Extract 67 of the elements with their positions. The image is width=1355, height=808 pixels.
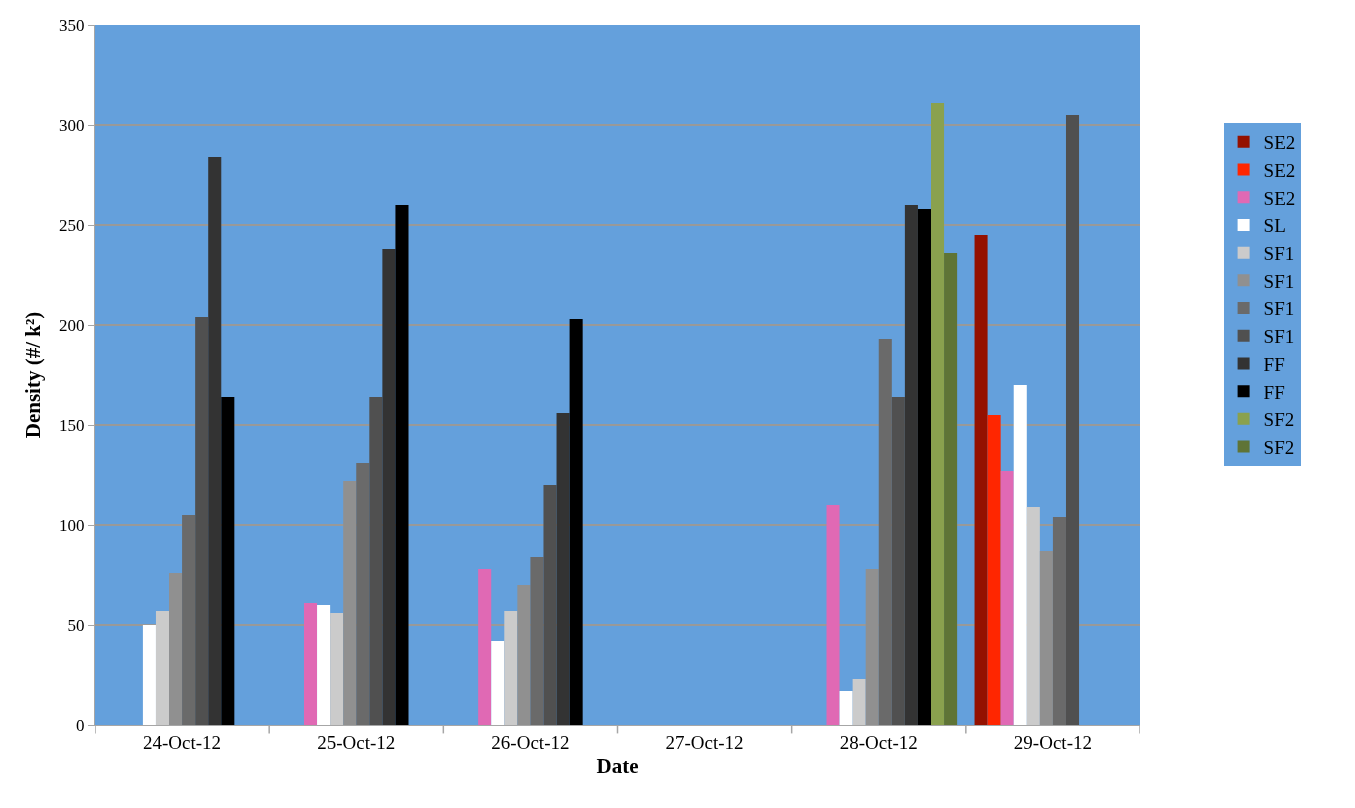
bar — [395, 205, 409, 725]
y-tick-label: 150 — [59, 415, 85, 435]
bar — [504, 611, 518, 725]
legend-label: SF1 — [1263, 270, 1295, 292]
bar — [1013, 385, 1027, 725]
legend-label: SL — [1263, 215, 1286, 237]
y-tick-label: 50 — [67, 615, 85, 635]
bar — [1065, 115, 1080, 725]
bar — [221, 397, 235, 725]
bar — [330, 613, 344, 725]
legend-label: FF — [1263, 353, 1285, 375]
bar — [142, 625, 156, 725]
x-tick-label: 26-Oct-12 — [491, 731, 570, 753]
bar — [556, 413, 570, 725]
y-tick-label: 0 — [76, 715, 85, 735]
x-tick-label: 27-Oct-12 — [665, 731, 744, 753]
legend-label: SF2 — [1263, 409, 1295, 431]
bar — [891, 397, 905, 725]
bar — [491, 641, 505, 725]
bar — [530, 557, 544, 725]
legend-label: SF1 — [1263, 298, 1295, 320]
bar — [904, 205, 918, 725]
bar — [304, 603, 318, 725]
bar — [839, 691, 853, 725]
bar — [852, 679, 866, 725]
bar — [182, 515, 196, 725]
x-tick-label: 25-Oct-12 — [317, 731, 396, 753]
bar — [356, 463, 370, 725]
bar — [155, 611, 170, 725]
bar — [878, 339, 892, 725]
legend-label: SF1 — [1263, 243, 1295, 265]
bar — [543, 485, 557, 725]
y-tick-label: 100 — [59, 515, 85, 535]
bar — [1039, 551, 1053, 725]
bar — [931, 103, 945, 725]
x-tick-label: 24-Oct-12 — [143, 731, 222, 753]
x-tick-label: 29-Oct-12 — [1013, 731, 1092, 753]
bar — [826, 505, 840, 725]
bar — [169, 573, 183, 725]
bar — [1000, 471, 1014, 725]
bar — [517, 585, 531, 725]
y-tick-label: 300 — [59, 115, 85, 135]
x-tick-label: 28-Oct-12 — [839, 731, 918, 753]
y-tick-label: 250 — [59, 215, 85, 235]
x-axis-title: Date — [596, 754, 639, 778]
legend-label: SF1 — [1263, 326, 1295, 348]
bar — [917, 209, 931, 725]
legend-label: SE2 — [1263, 132, 1296, 154]
bar — [369, 397, 383, 725]
y-axis-title: Density (#/ k²) — [21, 311, 46, 439]
bar — [987, 415, 1001, 725]
bar — [974, 235, 988, 725]
bar — [1026, 507, 1040, 725]
bar — [1052, 517, 1066, 725]
bar — [208, 157, 222, 725]
bar — [317, 605, 331, 725]
bar — [569, 319, 583, 725]
y-tick-label: 200 — [59, 315, 85, 335]
bar — [382, 249, 396, 725]
bar — [195, 317, 209, 725]
legend-label: SE2 — [1263, 159, 1296, 181]
legend-label: FF — [1263, 381, 1285, 403]
legend-label: SE2 — [1263, 187, 1296, 209]
bar — [478, 569, 492, 725]
bar — [944, 253, 958, 725]
y-tick-label: 350 — [59, 15, 85, 35]
legend-label: SF2 — [1263, 436, 1295, 458]
